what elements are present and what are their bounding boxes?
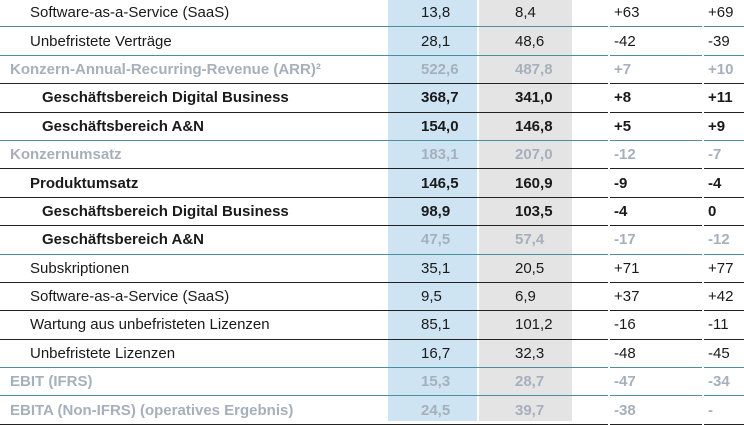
change-percent: +63 xyxy=(608,0,703,28)
row-label: Wartung aus unbefristeten Lizenzen xyxy=(0,310,418,340)
change-percent-fx-adjusted: +42 xyxy=(702,282,744,312)
current-value: 154,0 xyxy=(418,112,512,141)
change-percent-fx-adjusted: -12 xyxy=(702,225,744,255)
change-percent-fx-adjusted: - xyxy=(702,395,744,425)
prior-value: 28,7 xyxy=(512,367,609,397)
table-row: Software-as-a-Service (SaaS) 9,5 6,9 +37 +42 xyxy=(0,282,744,312)
change-percent: -42 xyxy=(608,26,703,56)
change-percent-fx-adjusted: +10 xyxy=(702,55,744,85)
change-percent-fx-adjusted: 0 xyxy=(702,197,744,227)
current-value: 146,5 xyxy=(418,168,512,198)
prior-value: 103,5 xyxy=(512,197,609,227)
current-value: 183,1 xyxy=(418,140,512,170)
row-label: Konzernumsatz xyxy=(0,140,418,170)
table-row: Geschäftsbereich Digital Business 98,9 103… xyxy=(0,197,744,227)
current-value: 24,5 xyxy=(418,395,512,425)
change-percent-fx-adjusted: -34 xyxy=(702,367,744,397)
current-value: 35,1 xyxy=(418,254,512,283)
change-percent: -16 xyxy=(608,310,703,340)
table-row: Produktumsatz 146,5 160,9 -9 -4 xyxy=(0,168,744,198)
change-percent-fx-adjusted: -11 xyxy=(702,310,744,340)
change-percent: +7 xyxy=(608,55,703,85)
prior-value: 32,3 xyxy=(512,339,609,369)
change-percent: -4 xyxy=(608,197,703,227)
prior-value: 487,8 xyxy=(512,55,609,85)
prior-value: 160,9 xyxy=(512,168,609,198)
table-row: EBIT (IFRS) 15,3 28,7 -47 -34 xyxy=(0,367,744,397)
row-label: Geschäftsbereich Digital Business xyxy=(0,197,418,227)
prior-value: 39,7 xyxy=(512,395,609,425)
current-value: 13,8 xyxy=(418,0,512,28)
prior-value: 6,9 xyxy=(512,282,609,312)
row-label: Software-as-a-Service (SaaS) xyxy=(0,282,418,312)
row-label: EBIT (IFRS) xyxy=(0,367,418,397)
current-value: 9,5 xyxy=(418,282,512,312)
change-percent: +71 xyxy=(608,254,703,283)
current-value: 522,6 xyxy=(418,55,512,85)
prior-value: 146,8 xyxy=(512,112,609,141)
change-percent-fx-adjusted: +9 xyxy=(702,112,744,141)
row-label: Unbefristete Lizenzen xyxy=(0,339,418,369)
table-row: Geschäftsbereich A&N 154,0 146,8 +5 +9 xyxy=(0,112,744,141)
row-label: EBITA (Non-IFRS) (operatives Ergebnis) xyxy=(0,395,418,425)
current-value: 85,1 xyxy=(418,310,512,340)
current-value: 16,7 xyxy=(418,339,512,369)
row-label: Unbefristete Verträge xyxy=(0,26,418,56)
prior-value: 57,4 xyxy=(512,225,609,255)
prior-value: 8,4 xyxy=(512,0,609,28)
row-label: Geschäftsbereich A&N xyxy=(0,112,418,141)
change-percent: -38 xyxy=(608,395,703,425)
table-row: Wartung aus unbefristeten Lizenzen 85,1 10… xyxy=(0,310,744,340)
row-label: Software-as-a-Service (SaaS) xyxy=(0,0,418,28)
table-row: EBITA (Non-IFRS) (operatives Ergebnis) 24… xyxy=(0,395,744,425)
change-percent-fx-adjusted: -39 xyxy=(702,26,744,56)
prior-value: 48,6 xyxy=(512,26,609,56)
table-row: Unbefristete Verträge 28,1 48,6 -42 -39 xyxy=(0,26,744,56)
change-percent: +5 xyxy=(608,112,703,141)
current-value: 15,3 xyxy=(418,367,512,397)
table-row: Geschäftsbereich Digital Business 368,7 34… xyxy=(0,83,744,113)
row-label: Geschäftsbereich Digital Business xyxy=(0,83,418,113)
prior-value: 20,5 xyxy=(512,254,609,283)
change-percent: -17 xyxy=(608,225,703,255)
current-value: 368,7 xyxy=(418,83,512,113)
change-percent-fx-adjusted: +69 xyxy=(702,0,744,28)
table-row: Geschäftsbereich A&N 47,5 57,4 -17 -12 xyxy=(0,225,744,255)
change-percent-fx-adjusted: +11 xyxy=(702,83,744,113)
prior-value: 101,2 xyxy=(512,310,609,340)
row-label: Geschäftsbereich A&N xyxy=(0,225,418,255)
table-row: Konzernumsatz 183,1 207,0 -12 -7 xyxy=(0,140,744,170)
row-label: Konzern-Annual-Recurring-Revenue (ARR)² xyxy=(0,55,418,85)
table-row: Konzern-Annual-Recurring-Revenue (ARR)² 5… xyxy=(0,55,744,85)
current-value: 47,5 xyxy=(418,225,512,255)
current-value: 98,9 xyxy=(418,197,512,227)
row-label: Subskriptionen xyxy=(0,254,418,283)
row-label: Produktumsatz xyxy=(0,168,418,198)
prior-value: 341,0 xyxy=(512,83,609,113)
table-row: Software-as-a-Service (SaaS) 13,8 8,4 +63 +6… xyxy=(0,0,744,28)
table-row: Subskriptionen 35,1 20,5 +71 +77 xyxy=(0,254,744,283)
change-percent: +37 xyxy=(608,282,703,312)
change-percent-fx-adjusted: -4 xyxy=(702,168,744,198)
change-percent-fx-adjusted: +77 xyxy=(702,254,744,283)
prior-value: 207,0 xyxy=(512,140,609,170)
change-percent-fx-adjusted: -45 xyxy=(702,339,744,369)
change-percent: -48 xyxy=(608,339,703,369)
change-percent: -12 xyxy=(608,140,703,170)
change-percent-fx-adjusted: -7 xyxy=(702,140,744,170)
change-percent: +8 xyxy=(608,83,703,113)
current-value: 28,1 xyxy=(418,26,512,56)
change-percent: -47 xyxy=(608,367,703,397)
change-percent: -9 xyxy=(608,168,703,198)
table-row: Unbefristete Lizenzen 16,7 32,3 -48 -45 xyxy=(0,339,744,369)
